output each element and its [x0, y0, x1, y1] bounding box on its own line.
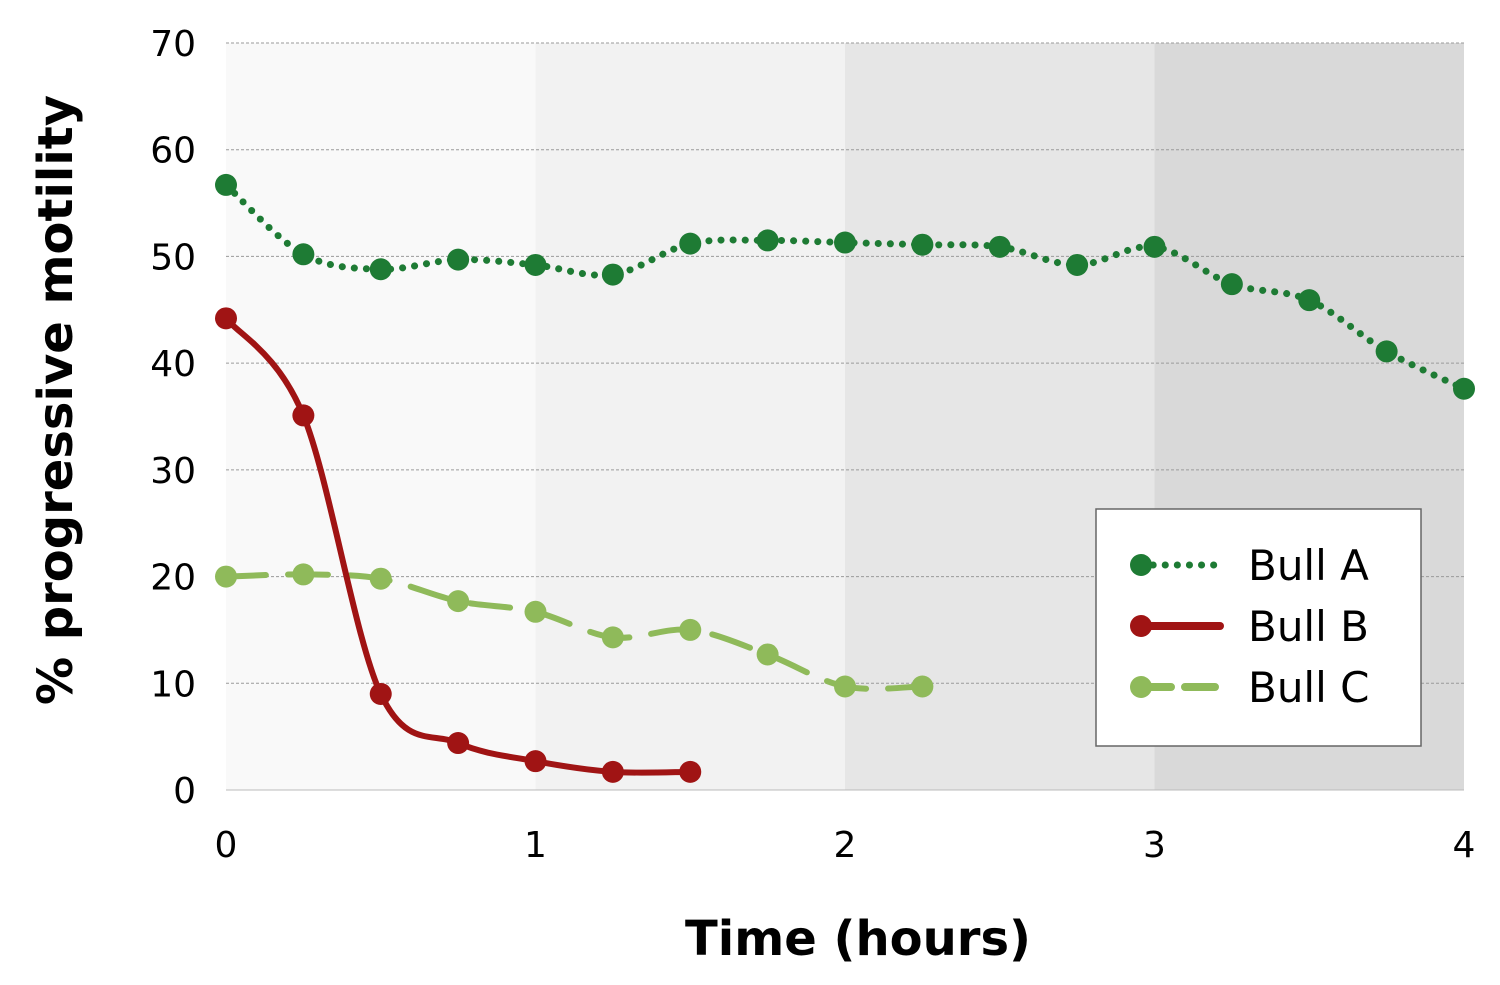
data-point: [524, 750, 547, 773]
data-point: [834, 231, 856, 254]
y-tick-label: 40: [150, 344, 196, 385]
legend-marker: [1130, 615, 1152, 637]
data-point: [524, 600, 547, 623]
y-tick-label: 10: [150, 664, 196, 705]
data-point: [601, 263, 624, 286]
series-bull-b: [215, 307, 702, 783]
data-point: [679, 760, 702, 783]
x-axis-ticks: 0 1 2 3 4: [215, 825, 1476, 866]
data-point: [1453, 377, 1475, 400]
legend-item-bull-a: Bull A: [1130, 541, 1369, 590]
x-tick-label: 4: [1453, 825, 1476, 866]
data-point: [215, 565, 237, 588]
data-point: [1298, 289, 1321, 312]
data-point: [369, 567, 392, 590]
data-point: [1220, 273, 1243, 296]
y-axis-ticks: 0 10 20 30 40 50 60 70: [150, 24, 196, 812]
legend-label: Bull A: [1248, 541, 1369, 590]
data-point: [679, 232, 702, 255]
data-point: [447, 248, 470, 271]
data-point: [1066, 253, 1089, 276]
legend-marker: [1130, 676, 1152, 698]
series-line: [222, 181, 1468, 393]
data-point: [1143, 235, 1166, 258]
data-point: [988, 235, 1011, 258]
data-point: [756, 229, 779, 252]
legend: Bull A Bull B Bull C: [1095, 508, 1422, 747]
data-point: [369, 682, 392, 705]
data-point: [215, 173, 237, 196]
data-point: [834, 675, 856, 698]
data-point: [756, 643, 779, 666]
data-point: [601, 626, 624, 649]
data-point: [215, 307, 237, 330]
y-tick-label: 70: [150, 24, 196, 65]
y-tick-label: 50: [150, 237, 196, 278]
data-point: [292, 563, 315, 586]
data-point: [911, 233, 934, 256]
data-point: [911, 675, 934, 698]
data-point: [1375, 340, 1398, 363]
x-tick-label: 1: [524, 825, 547, 866]
series-bull-a: [215, 173, 1475, 400]
legend-label: Bull B: [1248, 602, 1369, 651]
legend-marker: [1130, 554, 1152, 576]
y-tick-label: 30: [150, 451, 196, 492]
y-tick-label: 0: [173, 771, 196, 812]
data-point: [292, 404, 315, 427]
data-point: [524, 253, 547, 276]
x-tick-label: 0: [215, 825, 238, 866]
legend-item-bull-c: Bull C: [1130, 663, 1369, 712]
background-band: [226, 43, 536, 790]
background-band: [535, 43, 845, 790]
data-point: [369, 258, 392, 281]
x-tick-label: 2: [834, 825, 857, 866]
y-axis-title: % progressive motility: [28, 95, 84, 705]
data-point: [292, 243, 315, 266]
x-axis-title: Time (hours): [685, 911, 1031, 967]
data-point: [447, 590, 470, 613]
data-point: [601, 760, 624, 783]
legend-label: Bull C: [1248, 663, 1369, 712]
data-point: [679, 618, 702, 641]
x-tick-label: 3: [1143, 825, 1166, 866]
y-tick-label: 20: [150, 558, 196, 599]
series-lines: [215, 173, 1475, 783]
data-point: [447, 732, 470, 755]
y-tick-label: 60: [150, 131, 196, 172]
legend-item-bull-b: Bull B: [1130, 602, 1369, 651]
